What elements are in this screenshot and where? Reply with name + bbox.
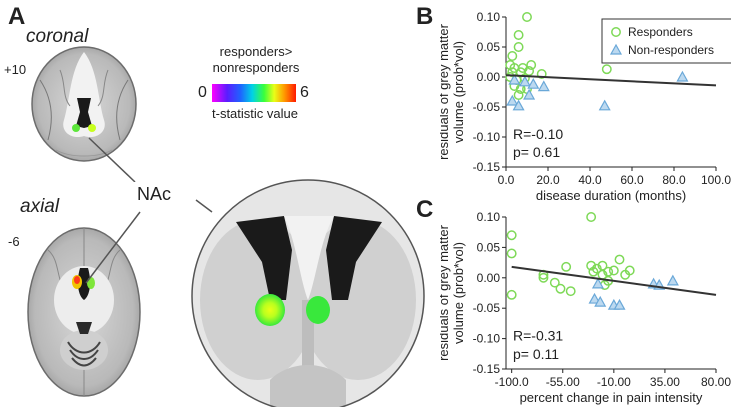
brain-figure [27,46,425,407]
responder-point [524,66,535,76]
colorbar-title-line1: responders> [219,44,293,59]
responder-point [565,286,576,297]
y-tick-label: -0.15 [473,160,501,174]
responder-point [601,64,612,75]
non-responder-point [588,292,601,304]
responder-point [506,248,517,259]
x-tick-label: -10.00 [597,375,631,389]
panel-c-letter: C [416,196,434,223]
y-tick-label: 0.00 [477,70,501,84]
responder-point [624,265,635,276]
legend-non-responders-marker [609,43,623,55]
chart-b: 0.10 0.05 0.00 -0.05 -0.10 -0.150.0 20.0 40.0 60… [440,10,731,203]
non-responder-point [537,80,550,92]
y-tick-label: 0.05 [477,240,501,254]
colorbar-min-label: 0 [198,84,207,101]
legend-responders-label: Responders [628,25,693,39]
y-axis-label-line1: residuals of grey matter [440,23,451,160]
responder-point [555,283,566,294]
x-tick-label: 100.0 [701,173,731,187]
chart-c: 0.10 0.05 0.00 -0.05 -0.10 -0.15-100.0 -55.00 -… [440,210,731,405]
stats-r: R=-0.31 [513,328,563,344]
x-tick-label: -100.0 [495,375,529,389]
axial-label: axial [20,196,60,217]
non-responder-point [594,295,607,307]
zoomed-nac-view [192,180,424,407]
stats-p: p= 0.61 [513,144,560,160]
stats-p: p= 0.11 [513,346,559,362]
x-tick-label: -55.00 [546,375,580,389]
panel-a-letter: A [8,3,26,30]
legend-box [601,18,731,64]
responder-point [526,60,537,70]
responder-point [549,277,560,288]
legend-non-responders-label: Non-responders [628,43,714,57]
y-tick-label: 0.10 [477,10,501,24]
y-tick-label: -0.10 [473,332,501,346]
y-axis-label-line2: volume (prob*vol) [451,242,466,344]
responder-point [614,254,625,265]
y-tick-label: -0.05 [473,100,501,114]
x-tick-label: 20.0 [536,173,560,187]
responder-point [522,12,532,22]
x-axis-label: percent change in pain intensity [520,390,703,405]
non-responder-point [518,75,531,87]
colorbar-max-label: 6 [300,84,309,101]
legend-responders-marker [611,27,621,37]
axial-coordinate: -6 [8,234,20,249]
y-tick-label: 0.00 [477,271,501,285]
non-responder-point [591,277,604,289]
y-tick-label: -0.10 [473,130,501,144]
non-responder-point [508,73,521,85]
responder-point [608,265,619,276]
axial-brain-slice [27,227,141,397]
non-responder-point [666,274,679,286]
responder-point [538,272,549,283]
x-tick-label: 80.0 [662,173,686,187]
responder-point [536,69,547,79]
colorbar-title-line2: nonresponders [212,60,300,75]
non-responder-point [506,94,519,106]
y-axis-label-line1: residuals of grey matter [440,224,451,361]
non-responder-point [527,77,540,89]
x-axis-label: disease duration (months) [536,188,686,203]
responder-point [561,261,572,272]
regression-line [505,74,717,87]
coronal-label: coronal [26,26,89,47]
nac-label: NAc [132,182,177,207]
responder-point [507,51,518,61]
non-responder-point [613,298,626,310]
x-tick-label: 80.00 [701,375,731,389]
y-tick-label: 0.10 [477,210,501,224]
y-tick-label: 0.05 [477,40,501,54]
panel-b-letter: B [416,3,434,30]
responder-point [588,266,599,277]
x-tick-label: 0.0 [498,173,515,187]
coronal-coordinate: +10 [4,62,27,77]
non-responder-point [512,99,525,111]
x-tick-label: 60.0 [620,173,644,187]
colorbar-caption: t-statistic value [212,106,298,121]
responder-point [586,260,597,271]
responder-point [513,90,524,100]
coronal-brain-slice [31,46,137,162]
non-responder-point [598,99,611,111]
colorbar-gradient [212,84,296,102]
y-axis-label-line2: volume (prob*vol) [451,41,466,143]
non-responder-point [676,70,689,82]
x-tick-label: 35.00 [650,375,680,389]
regression-line [511,265,717,296]
non-responder-point [523,88,536,100]
responder-point [513,42,524,52]
y-tick-label: -0.15 [473,362,501,376]
responder-point [513,30,524,40]
stats-r: R=-0.10 [513,126,563,142]
colorbar-title: responders> nonresponders [196,44,316,76]
responder-point [586,212,597,222]
responder-point [506,289,517,300]
y-tick-label: -0.05 [473,301,501,315]
responder-point [506,230,517,241]
x-tick-label: 40.0 [578,173,602,187]
